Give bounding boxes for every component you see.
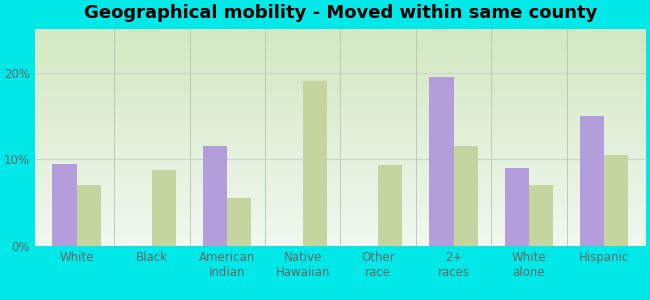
Bar [454, 146, 478, 246]
Bar [53, 164, 77, 246]
Bar [203, 146, 227, 246]
Bar [505, 168, 529, 246]
Bar [227, 198, 252, 246]
Bar [580, 116, 605, 246]
Bar [604, 155, 629, 246]
Bar [152, 170, 176, 246]
Bar [303, 81, 327, 246]
Bar [378, 165, 402, 246]
Bar [430, 77, 454, 246]
Bar [529, 185, 553, 246]
Title: Geographical mobility - Moved within same county: Geographical mobility - Moved within sam… [84, 4, 597, 22]
Bar [77, 185, 101, 246]
